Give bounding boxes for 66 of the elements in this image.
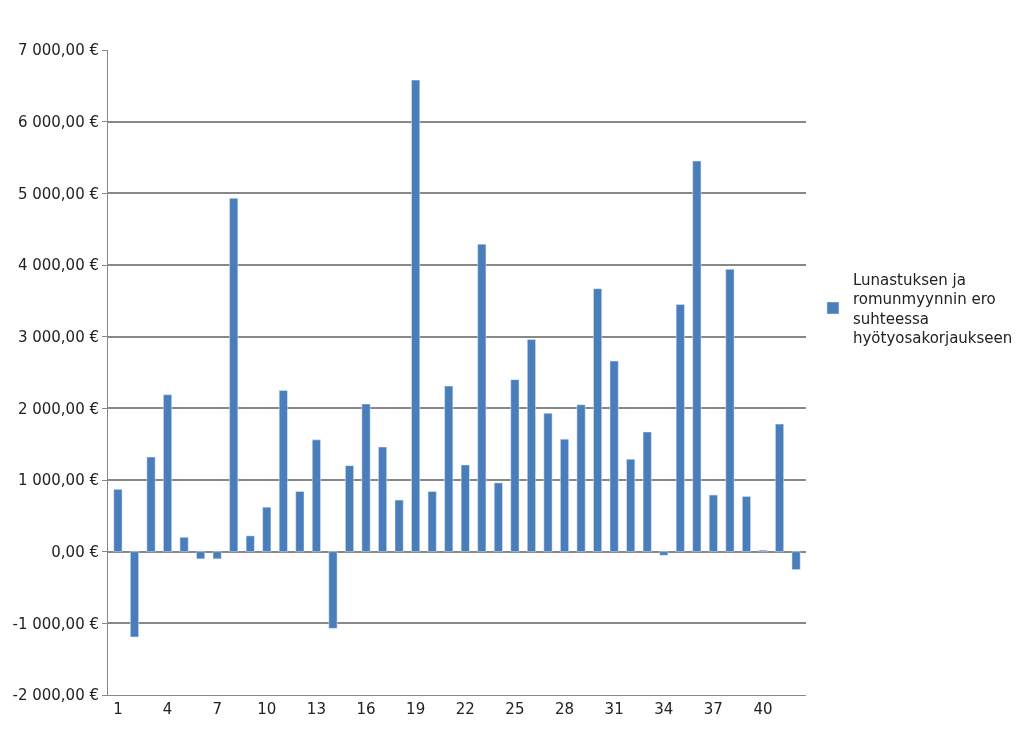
- bar: [659, 551, 669, 556]
- x-tick-label: 19: [406, 700, 426, 718]
- bar: [675, 304, 685, 552]
- bar: [576, 404, 586, 552]
- x-tick-label: 28: [554, 700, 575, 718]
- x-tick-label: 4: [162, 700, 173, 718]
- bar: [278, 390, 288, 552]
- bar: [460, 464, 470, 552]
- x-tick-label: 31: [604, 700, 624, 718]
- x-tick-label: 10: [257, 700, 277, 718]
- bar: [477, 243, 487, 552]
- bar: [593, 288, 602, 552]
- bar: [427, 491, 437, 552]
- y-tick-label: -2 000,00 €: [12, 686, 99, 705]
- bar: [725, 269, 735, 552]
- bar: [775, 423, 784, 552]
- bar: [295, 491, 305, 552]
- y-tick-label: 5 000,00 €: [17, 184, 99, 203]
- bar: [527, 339, 536, 552]
- x-tick-label: 40: [753, 700, 773, 718]
- x-tick-label: 1: [113, 700, 123, 718]
- bar: [229, 198, 239, 552]
- bar: [245, 535, 255, 552]
- bar: [163, 394, 172, 552]
- x-tick-label: 16: [356, 700, 376, 718]
- y-tick-label: 4 000,00 €: [17, 256, 99, 275]
- bar: [560, 438, 569, 552]
- bar: [394, 499, 404, 552]
- bar: [312, 439, 321, 552]
- bar: [510, 379, 520, 552]
- bar: [708, 494, 718, 552]
- bar: [609, 360, 619, 552]
- bar: [345, 465, 354, 552]
- y-tick-label: 0,00 €: [51, 542, 99, 561]
- bar: [130, 551, 139, 638]
- y-tick-label: 7 000,00 €: [17, 41, 99, 60]
- y-tick-label: 3 000,00 €: [17, 327, 99, 346]
- bar: [642, 431, 652, 552]
- bar: [791, 551, 801, 570]
- bar: [179, 537, 189, 552]
- x-tick-label: 22: [455, 700, 475, 718]
- bar: [262, 506, 272, 552]
- y-tick-label: 2 000,00 €: [17, 399, 99, 418]
- bar: [146, 456, 156, 552]
- bar: [692, 160, 702, 552]
- bar: [113, 489, 123, 552]
- bar: [742, 496, 751, 552]
- bar: [212, 551, 222, 560]
- x-tick-label: 37: [703, 700, 723, 718]
- bar: [196, 551, 206, 560]
- bar: [493, 482, 503, 552]
- y-tick-label: -1 000,00 €: [12, 614, 99, 633]
- x-tick-label: 13: [306, 700, 326, 718]
- y-tick-label: 1 000,00 €: [17, 471, 99, 490]
- bar: [444, 385, 454, 552]
- x-tick-label: 7: [212, 700, 222, 718]
- bar: [411, 79, 421, 552]
- bar: [378, 446, 387, 552]
- bar: [626, 458, 636, 552]
- bar: [543, 413, 553, 552]
- x-tick-label: 25: [505, 700, 525, 718]
- y-tick-label: 6 000,00 €: [17, 112, 99, 131]
- x-tick-label: 34: [654, 700, 674, 718]
- bar: [328, 551, 338, 629]
- legend-label: Lunastuksen ja romunmyynnin ero suhteessa hyötyosakorjaukseen: [852, 270, 1013, 348]
- bar: [361, 403, 371, 552]
